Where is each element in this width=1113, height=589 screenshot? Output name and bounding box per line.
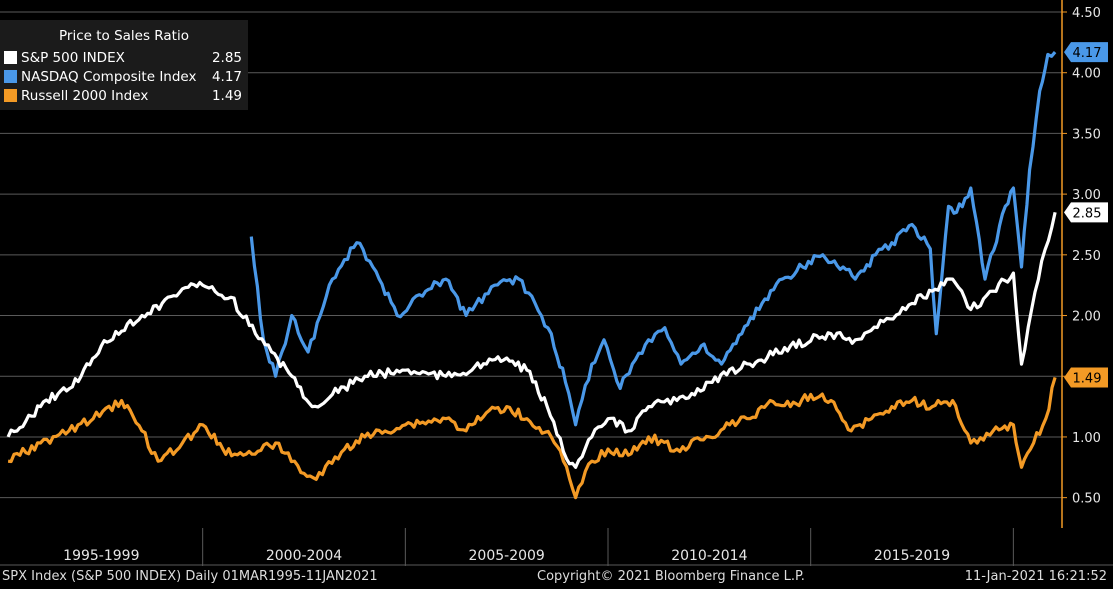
legend-item-russell: Russell 2000 Index 1.49 xyxy=(0,86,248,105)
legend-title: Price to Sales Ratio xyxy=(59,28,189,44)
y-axis: 0.501.001.502.002.503.003.504.004.50 xyxy=(1062,6,1101,507)
footer-copyright: Copyright© 2021 Bloomberg Finance L.P. xyxy=(537,569,805,584)
x-period-label: 2005-2009 xyxy=(469,548,545,564)
legend-label: S&P 500 INDEX xyxy=(21,49,125,66)
footer-bar: SPX Index (S&P 500 INDEX) Daily 01MAR199… xyxy=(0,566,1113,589)
tag-background xyxy=(1064,42,1108,63)
gridlines xyxy=(0,11,1062,499)
tag-label: 1.49 xyxy=(1073,371,1102,386)
last-value-tag: 2.85 xyxy=(1064,202,1108,223)
last-value-tag: 4.17 xyxy=(1064,42,1108,63)
y-tick-label: 0.50 xyxy=(1072,492,1101,507)
y-tick-label: 1.00 xyxy=(1072,431,1101,446)
series-line-2 xyxy=(7,376,1057,500)
chart-canvas: 0.501.001.502.002.503.003.504.004.50 199… xyxy=(0,0,1113,566)
last-value-tags: 2.85 4.17 1.49 xyxy=(1064,42,1108,388)
x-period-label: 2000-2004 xyxy=(266,548,342,564)
tag-label: 2.85 xyxy=(1073,206,1102,221)
y-tick-label: 4.00 xyxy=(1072,67,1101,82)
legend-value: 1.49 xyxy=(211,87,242,104)
legend-value: 2.85 xyxy=(211,49,242,66)
tag-background xyxy=(1064,202,1108,223)
y-tick-label: 3.00 xyxy=(1072,188,1101,203)
series-layer xyxy=(6,51,1057,500)
tag-background xyxy=(1064,367,1108,388)
legend-swatch-nasdaq xyxy=(4,70,17,83)
legend: Price to Sales Ratio S&P 500 INDEX 2.85 … xyxy=(0,20,248,110)
series-line-1 xyxy=(249,51,1057,427)
legend-value: 4.17 xyxy=(211,68,242,85)
last-value-tag: 1.49 xyxy=(1064,367,1108,388)
y-tick-label: 2.00 xyxy=(1072,310,1101,325)
footer-timestamp: 11-Jan-2021 16:21:52 xyxy=(964,569,1107,584)
legend-label: NASDAQ Composite Index xyxy=(21,68,197,85)
legend-item-nasdaq: NASDAQ Composite Index 4.17 xyxy=(0,67,248,86)
legend-label: Russell 2000 Index xyxy=(21,87,149,104)
legend-swatch-russell xyxy=(4,89,17,102)
footer-index-info: SPX Index (S&P 500 INDEX) Daily 01MAR199… xyxy=(2,569,378,584)
x-axis: 1995-1999 2000-2004 2005-2009 2010-2014 2015… xyxy=(0,528,1113,566)
tag-label: 4.17 xyxy=(1073,46,1102,61)
series-line-0 xyxy=(6,211,1057,469)
x-period-label: 1995-1999 xyxy=(63,548,139,564)
y-tick-label: 2.50 xyxy=(1072,249,1101,264)
legend-item-spx: S&P 500 INDEX 2.85 xyxy=(0,48,248,67)
legend-swatch-spx xyxy=(4,51,17,64)
y-tick-label: 3.50 xyxy=(1072,127,1101,142)
x-period-label: 2010-2014 xyxy=(671,548,747,564)
x-period-label: 2015-2019 xyxy=(874,548,950,564)
y-tick-label: 4.50 xyxy=(1072,6,1101,21)
